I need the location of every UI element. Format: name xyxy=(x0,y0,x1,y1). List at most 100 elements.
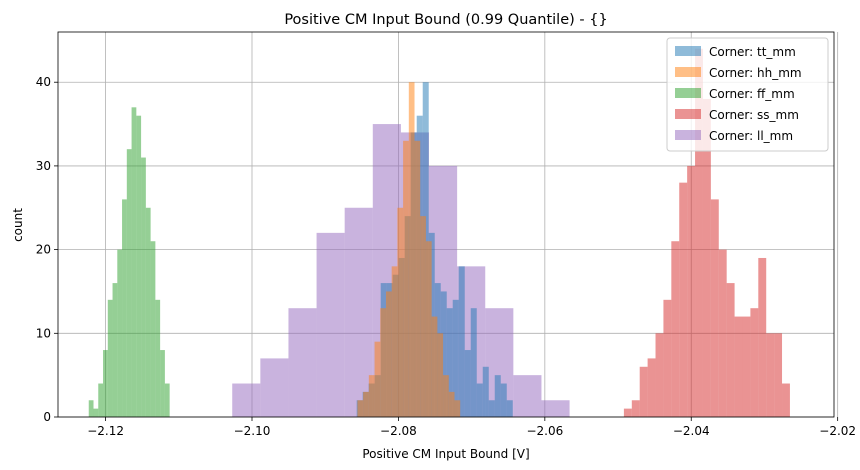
x-tick-label: −2.10 xyxy=(234,424,271,438)
histogram-bar xyxy=(494,375,501,417)
histogram-bar xyxy=(647,358,656,417)
histogram-bars xyxy=(88,48,790,418)
histogram-bar xyxy=(464,350,471,417)
histogram-bar xyxy=(160,350,165,417)
y-tick-label: 0 xyxy=(43,410,51,424)
x-axis-title: Positive CM Input Bound [V] xyxy=(362,447,529,461)
histogram-bar xyxy=(742,316,751,417)
histogram-bar xyxy=(476,383,483,417)
histogram-bar xyxy=(750,308,759,417)
histogram-bar xyxy=(639,366,648,417)
histogram-bar xyxy=(782,383,790,417)
legend: Corner: tt_mm Corner: hh_mm Corner: ff_mm C… xyxy=(666,37,829,152)
series-corner-ff-mm xyxy=(88,107,170,418)
histogram-bar xyxy=(408,82,415,417)
y-tick-label: 30 xyxy=(36,159,51,173)
legend-label: Corner: hh_mm xyxy=(709,66,802,80)
series-corner-ss-mm xyxy=(623,48,790,418)
legend-label: Corner: ss_mm xyxy=(709,108,799,122)
histogram-bar xyxy=(232,383,261,417)
histogram-bar xyxy=(710,199,719,417)
histogram-bar xyxy=(155,299,161,417)
x-tick-label: −2.08 xyxy=(380,424,417,438)
histogram-bar xyxy=(766,333,775,417)
histogram-bar xyxy=(344,207,373,417)
histogram-bar xyxy=(726,283,735,417)
histogram-bar xyxy=(440,291,447,417)
histogram-bar xyxy=(98,383,104,417)
histogram-bar xyxy=(131,107,137,418)
histogram-bar xyxy=(145,207,151,417)
histogram-bar xyxy=(93,408,99,417)
histogram-bar xyxy=(482,366,489,417)
histogram-bar xyxy=(141,157,146,418)
y-axis-title: count xyxy=(11,208,25,242)
histogram-bar xyxy=(663,299,672,417)
legend-label: Corner: ll_mm xyxy=(709,129,793,143)
legend-swatch xyxy=(675,46,701,56)
legend-label: Corner: ff_mm xyxy=(709,87,795,101)
histogram-bar xyxy=(702,98,711,418)
series-corner-hh-mm xyxy=(357,82,461,417)
histogram-bar xyxy=(380,308,386,417)
histogram-bar xyxy=(288,308,317,417)
histogram-bar xyxy=(150,241,156,417)
histogram-bar xyxy=(443,375,449,417)
legend-item: Corner: ll_mm xyxy=(675,129,793,143)
histogram-bar xyxy=(385,291,392,417)
histogram-bar xyxy=(403,140,409,417)
histogram-bar xyxy=(357,400,364,417)
histogram-bar xyxy=(541,400,570,417)
histogram-bar xyxy=(454,400,461,417)
histogram-bar xyxy=(391,266,398,417)
legend-item: Corner: hh_mm xyxy=(675,66,802,80)
legend-item: Corner: ff_mm xyxy=(675,87,795,101)
legend-label: Corner: tt_mm xyxy=(709,45,796,59)
histogram-bar xyxy=(687,165,696,417)
chart-title: Positive CM Input Bound (0.99 Quantile) … xyxy=(284,12,607,28)
histogram-bar xyxy=(448,391,455,417)
histogram-bar xyxy=(117,249,123,417)
histogram-bar xyxy=(671,241,680,417)
histogram-bar xyxy=(500,383,507,417)
legend-item: Corner: ss_mm xyxy=(675,108,799,122)
histogram-bar xyxy=(425,241,432,417)
histogram-bar xyxy=(655,333,664,417)
histogram-bar xyxy=(260,358,289,417)
histogram-bar xyxy=(368,375,375,417)
legend-swatch xyxy=(675,88,701,98)
histogram-bar xyxy=(718,249,727,417)
histogram-bar xyxy=(103,350,108,417)
histogram-bar xyxy=(458,266,465,417)
histogram-bar xyxy=(488,400,495,417)
y-tick-label: 40 xyxy=(36,75,51,89)
histogram-bar xyxy=(397,207,404,417)
histogram-bar xyxy=(734,316,743,417)
y-tick-label: 10 xyxy=(36,326,51,340)
histogram-bar xyxy=(695,48,703,417)
histogram-bar xyxy=(470,308,477,417)
x-axis-ticks: −2.12 −2.10 −2.08 −2.06 −2.04 −2.02 xyxy=(87,417,856,438)
histogram-bar xyxy=(452,299,459,417)
histogram-bar xyxy=(136,115,142,418)
histogram-bar xyxy=(679,182,688,417)
histogram-bar xyxy=(631,400,640,417)
histogram-bar xyxy=(316,232,345,417)
histogram-bar xyxy=(506,400,513,417)
x-tick-label: −2.02 xyxy=(819,424,856,438)
plot-area-frame xyxy=(57,31,835,418)
histogram-bar xyxy=(431,316,438,417)
histogram-bar xyxy=(107,299,113,417)
histogram-bar xyxy=(164,383,170,417)
histogram-bar xyxy=(758,257,767,417)
histogram-bar xyxy=(623,408,632,417)
x-tick-label: −2.04 xyxy=(673,424,710,438)
histogram-bar xyxy=(414,140,421,417)
histogram-bar xyxy=(774,333,783,417)
histogram-bar xyxy=(363,391,369,417)
histogram-bar xyxy=(374,341,381,417)
histogram-bar xyxy=(122,199,127,417)
histogram-bar xyxy=(88,400,94,417)
histogram-bar xyxy=(513,375,542,417)
